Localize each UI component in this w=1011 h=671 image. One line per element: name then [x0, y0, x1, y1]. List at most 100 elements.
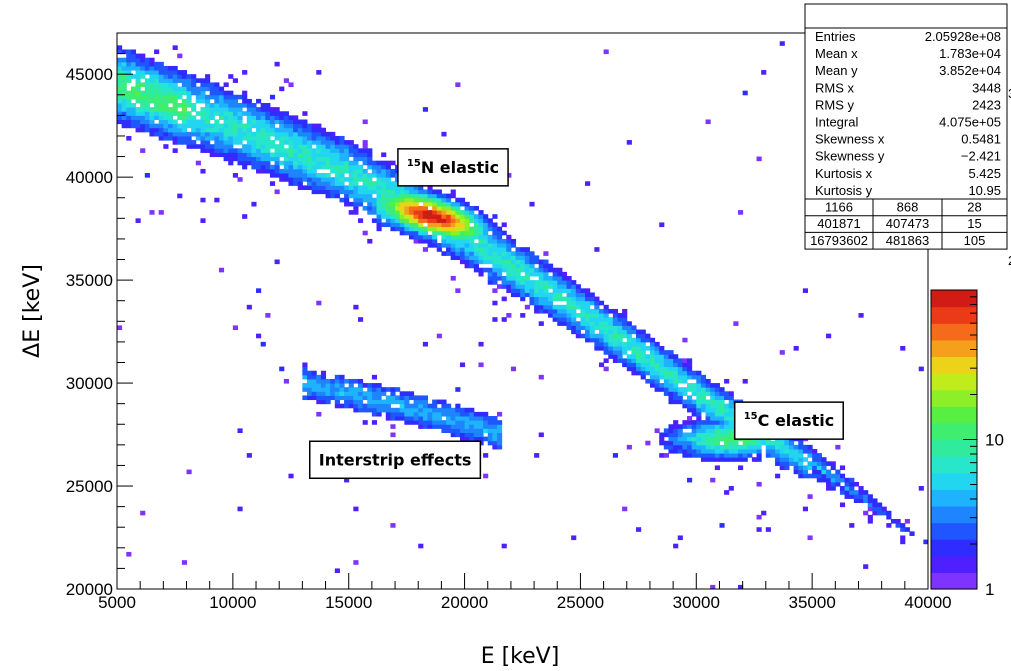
histogram-cell: [126, 49, 132, 55]
histogram-cell: [200, 86, 206, 92]
histogram-cell: [200, 197, 206, 203]
histogram-cell: [464, 407, 470, 413]
histogram-cell: [483, 255, 489, 261]
histogram-cell: [714, 424, 720, 429]
histogram-cell: [728, 424, 734, 429]
histogram-cell: [427, 193, 433, 199]
histogram-cell: [140, 90, 146, 96]
histogram-cell: [737, 453, 744, 458]
histogram-cell: [149, 90, 155, 96]
histogram-cell: [446, 424, 452, 429]
histogram-cell: [200, 168, 206, 174]
histogram-cell: [612, 337, 619, 343]
histogram-cell: [612, 350, 619, 355]
histogram-cell: [232, 98, 238, 104]
histogram-cell: [710, 453, 716, 458]
histogram-cell: [900, 535, 906, 541]
histogram-cell: [121, 103, 127, 108]
histogram-cell: [376, 177, 382, 182]
histogram-cell: [673, 395, 679, 401]
histogram-cell: [473, 218, 479, 223]
histogram-cell: [191, 86, 197, 92]
histogram-cell: [242, 144, 248, 149]
histogram-cell: [353, 168, 359, 174]
histogram-cell: [385, 399, 391, 405]
histogram-cell: [441, 214, 447, 219]
histogram-cell: [673, 444, 679, 450]
histogram-cell: [497, 275, 503, 281]
histogram-cell: [835, 444, 841, 450]
histogram-cell: [274, 127, 280, 133]
histogram-cell: [696, 370, 702, 376]
histogram-cell: [316, 395, 322, 401]
histogram-cell: [399, 193, 405, 199]
histogram-cell: [334, 160, 340, 166]
histogram-cell: [473, 255, 479, 261]
histogram-cell: [687, 440, 693, 446]
histogram-cell: [320, 140, 327, 145]
histogram-cell: [279, 177, 285, 182]
histogram-cell: [256, 131, 262, 137]
histogram-cell: [172, 45, 178, 50]
histogram-cell: [288, 156, 294, 162]
histogram-cell: [256, 111, 262, 116]
histogram-cell: [756, 453, 762, 458]
histogram-cell: [334, 135, 340, 141]
histogram-cell: [186, 115, 192, 120]
histogram-cell: [218, 144, 225, 149]
histogram-cell: [167, 115, 174, 120]
histogram-cell: [140, 123, 146, 129]
histogram-cell: [904, 518, 910, 524]
histogram-cell: [585, 288, 591, 293]
histogram-cell: [626, 321, 632, 326]
histogram-cell: [487, 436, 493, 442]
histogram-cell: [441, 230, 447, 236]
histogram-cell: [478, 424, 484, 429]
histogram-cell: [408, 416, 415, 421]
histogram-cell: [710, 403, 716, 409]
histogram-cell: [839, 477, 846, 483]
histogram-cell: [422, 197, 428, 203]
histogram-cell: [362, 119, 368, 125]
histogram-cell: [256, 127, 262, 133]
histogram-cell: [205, 111, 211, 116]
stats-grid-cell: 1166: [825, 200, 853, 215]
histogram-cell: [691, 403, 697, 409]
histogram-cell: [209, 135, 215, 141]
histogram-cell: [710, 436, 716, 442]
histogram-cell: [807, 444, 813, 450]
histogram-cell: [478, 411, 484, 417]
histogram-cell: [242, 148, 248, 153]
histogram-cell: [348, 173, 354, 178]
histogram-cell: [135, 115, 141, 120]
histogram-cell: [172, 119, 178, 125]
histogram-cell: [659, 436, 665, 442]
histogram-cell: [802, 506, 809, 512]
histogram-cell: [802, 469, 809, 475]
histogram-cell: [316, 399, 322, 405]
histogram-cell: [232, 123, 238, 129]
histogram-cell: [395, 197, 401, 203]
histogram-cell: [654, 370, 660, 376]
histogram-cell: [668, 354, 674, 359]
histogram-cell: [881, 510, 887, 516]
histogram-cell: [154, 115, 160, 120]
histogram-cell: [316, 189, 322, 195]
colorbar-label: 10: [985, 431, 1004, 450]
histogram-cell: [130, 107, 137, 112]
histogram-cell: [242, 111, 248, 116]
histogram-cell: [557, 288, 563, 293]
histogram-cell: [237, 127, 243, 133]
histogram-cell: [710, 584, 716, 589]
histogram-cell: [297, 185, 303, 191]
histogram-cell: [714, 403, 720, 409]
histogram-cell: [325, 399, 331, 405]
histogram-cell: [673, 420, 679, 425]
histogram-cell: [835, 481, 841, 487]
histogram-cell: [469, 226, 475, 232]
histogram-cell: [283, 123, 289, 129]
histogram-cell: [724, 444, 730, 450]
histogram-cell: [705, 436, 711, 442]
histogram-cell: [269, 168, 276, 174]
histogram-cell: [334, 164, 340, 170]
